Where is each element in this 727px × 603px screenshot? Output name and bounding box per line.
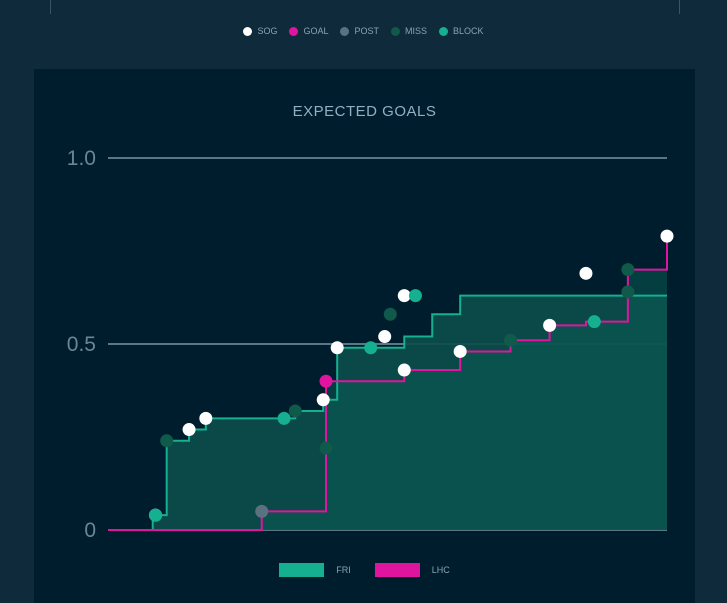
shot-point-sog [397,363,411,377]
shot-point-miss [383,307,397,321]
shot-point-block [277,411,291,425]
shot-point-post [255,504,269,518]
legend-item-block: BLOCK [439,26,484,36]
legend-label: POST [354,26,379,36]
legend-label: MISS [405,26,428,36]
team-legend: FRI LHC [34,563,695,577]
shot-point-miss [621,263,635,277]
legend-item-fri: FRI [279,563,351,577]
lhc-swatch [374,563,420,577]
shot-point-sog [543,318,557,332]
shot-point-sog [182,423,196,437]
expected-goals-chart: 0 0.5 1.0 [67,147,674,542]
shot-point-block [149,508,163,522]
legend-item-miss: MISS [391,26,427,36]
sog-dot-icon [243,26,253,36]
legend-label: LHC [431,565,450,575]
block-dot-icon [439,26,449,36]
shot-point-sog [397,289,411,303]
shot-point-sog [378,330,392,344]
legend-item-post: POST [340,26,379,36]
shot-point-sog [660,229,674,243]
shot-point-sog [453,344,467,358]
shot-point-sog [199,411,213,425]
legend-item-goal: GOAL [289,26,328,36]
miss-dot-icon [391,26,400,36]
shot-point-block [587,315,601,329]
legend-label: BLOCK [453,26,484,36]
lhc-line [108,236,668,531]
y-tick-label: 0 [84,519,96,542]
shot-point-goal [319,374,333,388]
legend-label: GOAL [303,26,329,36]
shot-point-sog [316,393,330,407]
shot-point-miss [319,441,333,455]
post-dot-icon [340,26,350,36]
goal-dot-icon [289,26,299,36]
shot-point-block [408,289,422,303]
chart-title: EXPECTED GOALS [292,103,437,120]
shot-point-miss [288,404,302,418]
legend-label: FRI [336,565,351,575]
chart-panel: EXPECTED GOALS 0 0.5 1.0 FRI LHC [34,69,695,603]
legend-item-sog: SOG [243,26,277,36]
y-tick-label: 1.0 [67,147,96,170]
shot-point-miss [621,285,635,299]
shot-point-block [364,341,378,355]
shot-point-sog [579,266,593,280]
shot-point-miss [503,333,517,347]
y-tick-label: 0.5 [67,333,96,356]
shot-type-legend: SOG GOAL POST MISS BLOCK [0,26,727,36]
shot-point-sog [330,341,344,355]
shot-point-miss [160,434,174,448]
lhc-area [108,236,667,530]
fri-swatch [279,563,325,577]
top-frame [50,0,680,14]
legend-label: SOG [257,26,278,36]
legend-item-lhc: LHC [374,563,450,577]
